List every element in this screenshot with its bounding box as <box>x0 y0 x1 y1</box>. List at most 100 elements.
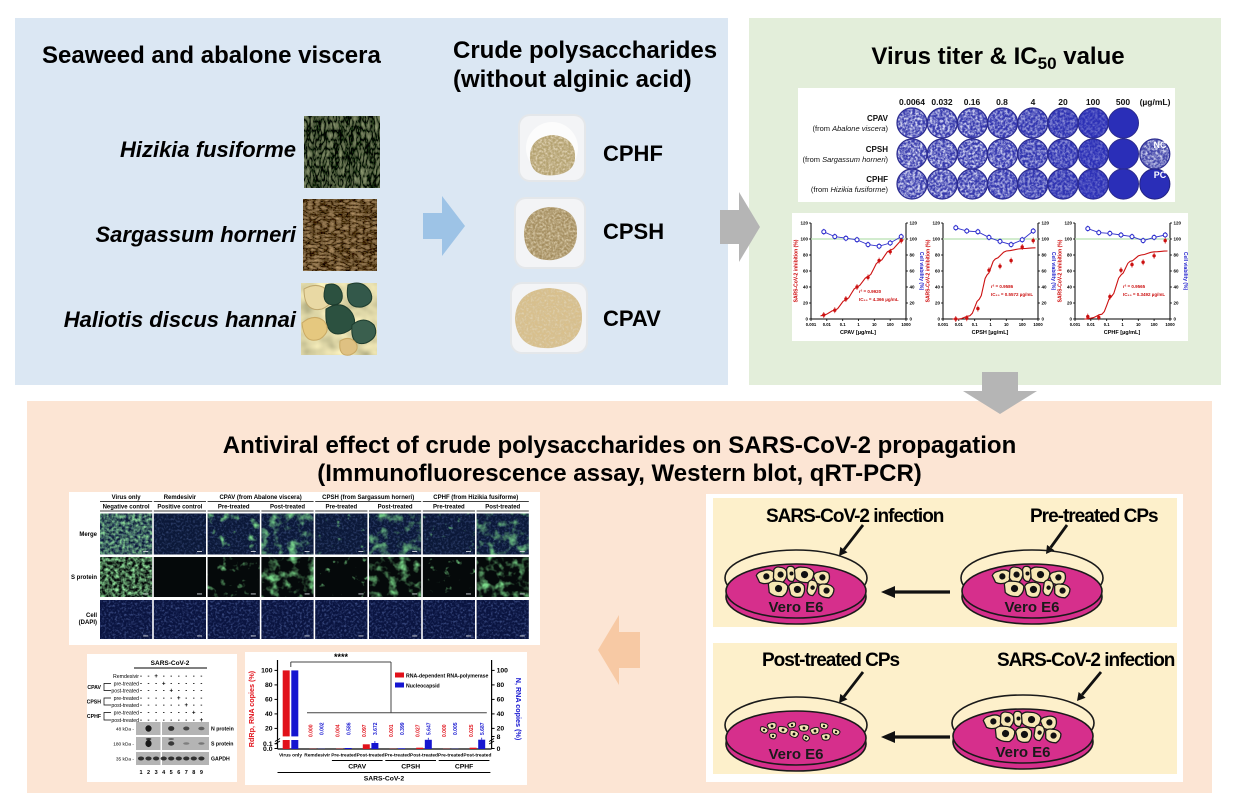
svg-text:100: 100 <box>800 237 808 242</box>
svg-text:-: - <box>163 689 165 695</box>
svg-text:120: 120 <box>1042 221 1050 226</box>
svg-text:r² = 0.9586: r² = 0.9586 <box>991 284 1014 289</box>
svg-text:100: 100 <box>910 237 918 242</box>
svg-text:Remdesivir: Remdesivir <box>164 495 197 501</box>
svg-text:-: - <box>148 696 150 702</box>
svg-text:0: 0 <box>910 317 913 322</box>
svg-text:-: - <box>163 703 165 709</box>
svg-text:20: 20 <box>265 726 273 733</box>
svg-text:1: 1 <box>989 322 992 327</box>
svg-text:-: - <box>200 689 202 695</box>
svg-text:PC: PC <box>1154 170 1167 180</box>
svg-text:120: 120 <box>1174 221 1182 226</box>
svg-text:CPSH: CPSH <box>866 145 888 154</box>
svg-text:-: - <box>178 703 180 709</box>
svg-text:0.1: 0.1 <box>840 322 846 327</box>
svg-text:1: 1 <box>1121 322 1124 327</box>
svg-text:5.687: 5.687 <box>480 722 486 735</box>
svg-text:SARS-CoV-2 inhibition (%): SARS-CoV-2 inhibition (%) <box>794 239 800 302</box>
svg-text:Merge: Merge <box>79 532 97 538</box>
svg-text:80: 80 <box>803 253 809 258</box>
svg-text:60: 60 <box>803 269 809 274</box>
svg-text:(from Abalone viscera): (from Abalone viscera) <box>813 124 889 133</box>
svg-text:r² = 0.9565: r² = 0.9565 <box>1123 284 1146 289</box>
svg-text:CPAV: CPAV <box>867 114 889 123</box>
svg-text:Cell viability (%): Cell viability (%) <box>1182 252 1188 291</box>
svg-text:(µg/mL): (µg/mL) <box>1140 97 1171 107</box>
svg-text:3: 3 <box>155 770 158 776</box>
svg-text:1000: 1000 <box>1033 322 1043 327</box>
svg-text:40: 40 <box>803 285 809 290</box>
svg-text:Pre-treated: Pre-treated <box>433 505 465 511</box>
svg-text:80: 80 <box>1174 253 1180 258</box>
svg-text:+: + <box>192 711 196 717</box>
svg-text:0.000: 0.000 <box>442 724 448 737</box>
svg-text:-: - <box>200 711 202 717</box>
svg-text:80: 80 <box>1042 253 1048 258</box>
svg-text:0.0: 0.0 <box>263 746 273 753</box>
svg-text:-: - <box>148 711 150 717</box>
svg-text:60: 60 <box>1042 269 1048 274</box>
svg-text:NC: NC <box>1154 140 1167 150</box>
svg-text:0.8: 0.8 <box>996 97 1008 107</box>
svg-text:(from Sargassum horneri): (from Sargassum horneri) <box>803 155 889 164</box>
svg-text:4: 4 <box>162 770 166 776</box>
svg-text:-: - <box>185 682 187 688</box>
svg-text:0.001: 0.001 <box>938 322 949 327</box>
svg-text:-: - <box>178 674 180 680</box>
svg-text:40: 40 <box>910 285 916 290</box>
svg-text:4: 4 <box>1031 97 1036 107</box>
svg-text:20: 20 <box>497 726 505 733</box>
svg-text:80: 80 <box>1067 253 1073 258</box>
svg-text:100: 100 <box>887 322 895 327</box>
svg-text:100: 100 <box>1086 97 1100 107</box>
svg-text:IC₅₀ = 0.3492 µg/mL: IC₅₀ = 0.3492 µg/mL <box>1123 292 1165 297</box>
svg-text:RNA-dependent RNA-polymerase: RNA-dependent RNA-polymerase <box>406 674 489 680</box>
svg-text:500: 500 <box>1116 97 1130 107</box>
svg-text:N protein: N protein <box>211 727 234 733</box>
svg-text:-: - <box>185 718 187 724</box>
svg-text:Cell viability (%): Cell viability (%) <box>918 252 924 291</box>
svg-text:8: 8 <box>192 770 195 776</box>
svg-text:10: 10 <box>872 322 877 327</box>
svg-text:Vero E6: Vero E6 <box>995 744 1050 761</box>
svg-text:CPHF (from Hizikia fusiforme): CPHF (from Hizikia fusiforme) <box>433 495 518 501</box>
svg-text:0.1: 0.1 <box>263 741 273 748</box>
svg-text:1: 1 <box>139 770 142 776</box>
svg-text:post-treated: post-treated <box>111 718 139 724</box>
svg-text:40: 40 <box>265 711 273 718</box>
svg-text:-: - <box>140 703 142 709</box>
svg-text:3.672: 3.672 <box>373 722 379 735</box>
svg-text:Virus only: Virus only <box>112 495 142 501</box>
svg-text:-: - <box>148 674 150 680</box>
svg-text:Pre-treated: Pre-treated <box>331 753 356 759</box>
svg-text:60: 60 <box>935 269 941 274</box>
svg-text:(DAPI): (DAPI) <box>79 620 97 626</box>
svg-text:0.01: 0.01 <box>955 322 964 327</box>
svg-text:0: 0 <box>1174 317 1177 322</box>
svg-text:-: - <box>155 711 157 717</box>
svg-text:180 kDa -: 180 kDa - <box>113 742 134 748</box>
svg-text:40: 40 <box>1174 285 1180 290</box>
svg-text:-: - <box>163 718 165 724</box>
svg-text:0.001: 0.001 <box>389 724 395 737</box>
svg-text:pre-treated: pre-treated <box>114 711 139 717</box>
svg-text:0: 0 <box>1042 317 1045 322</box>
svg-text:post-treated: post-treated <box>111 703 139 709</box>
svg-text:N, RNA copies (%): N, RNA copies (%) <box>514 678 523 741</box>
svg-text:+: + <box>162 682 166 688</box>
svg-text:0.0064: 0.0064 <box>899 97 925 107</box>
svg-text:-: - <box>185 674 187 680</box>
svg-text:20: 20 <box>1042 301 1048 306</box>
svg-text:120: 120 <box>1064 221 1072 226</box>
svg-text:Post-treated: Post-treated <box>485 505 520 511</box>
svg-text:0.004: 0.004 <box>335 724 341 737</box>
svg-text:100: 100 <box>261 668 273 675</box>
svg-text:S protein: S protein <box>211 742 233 748</box>
svg-text:1000: 1000 <box>901 322 911 327</box>
svg-text:9: 9 <box>200 770 203 776</box>
svg-text:-: - <box>170 682 172 688</box>
svg-text:40: 40 <box>935 285 941 290</box>
svg-text:-: - <box>200 682 202 688</box>
svg-text:0.399: 0.399 <box>400 722 406 735</box>
